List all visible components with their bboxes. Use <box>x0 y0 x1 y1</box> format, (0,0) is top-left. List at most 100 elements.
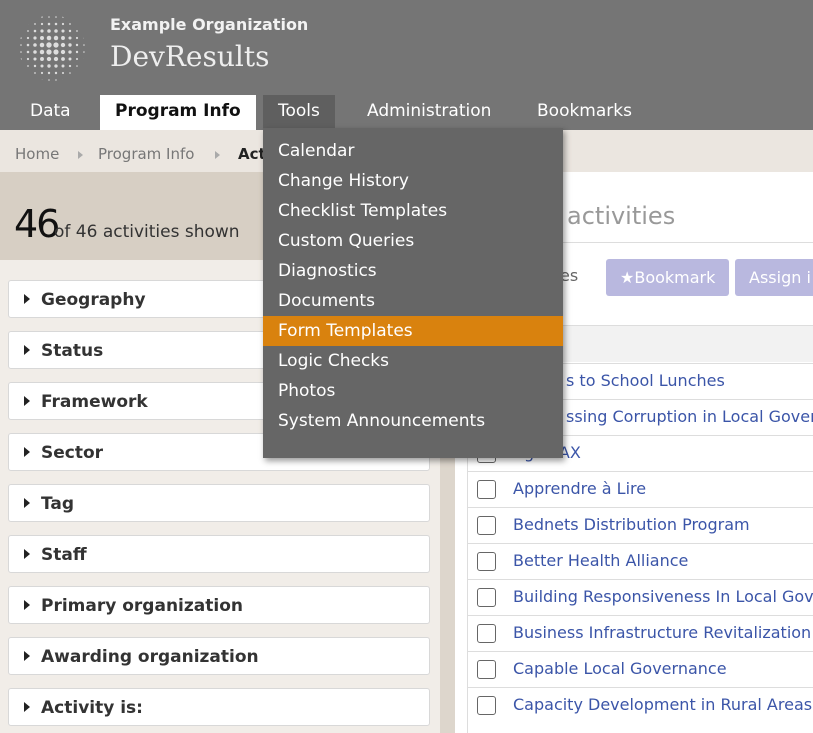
logo-dot <box>61 36 65 40</box>
logo-dot <box>53 35 59 41</box>
logo-dot <box>26 43 30 47</box>
logo-dot <box>48 16 50 18</box>
count-text: of 46 activities shown <box>54 222 240 242</box>
filter[interactable]: Activity is: <box>8 688 430 726</box>
checkbox[interactable] <box>477 480 496 499</box>
activity-link[interactable]: Capable Local Governance <box>513 659 727 678</box>
menu-item[interactable]: System Announcements <box>278 411 486 431</box>
logo-dot <box>83 30 85 32</box>
activity-link[interactable]: Bednets Distribution Program <box>513 515 750 534</box>
app-name: DevResults <box>110 40 270 73</box>
logo-dot <box>55 79 57 81</box>
menu-item[interactable]: Custom Queries <box>278 231 415 251</box>
logo-dot <box>20 72 22 74</box>
logo-dot <box>75 50 79 54</box>
logo-dot <box>40 71 44 75</box>
logo-dot <box>68 43 72 47</box>
logo-dot <box>68 50 72 54</box>
checkbox[interactable] <box>477 696 496 715</box>
fragment: es <box>560 266 579 285</box>
nav-item[interactable]: Bookmarks <box>537 101 632 121</box>
logo-dot <box>83 23 85 25</box>
menu-item[interactable]: Diagnostics <box>278 261 377 281</box>
breadcrumb-item[interactable]: Program Info <box>98 145 195 163</box>
logo-dot <box>26 36 30 40</box>
logo <box>20 16 85 81</box>
table-row: Bednets Distribution Program <box>467 507 813 543</box>
activity-link[interactable]: Capacity Development in Rural Areas <box>513 695 813 714</box>
logo-dot <box>61 57 65 61</box>
table-row: Capacity Development in Rural Areas <box>467 687 813 723</box>
logo-dot <box>62 79 64 81</box>
checkbox[interactable] <box>477 624 496 643</box>
count: 46 <box>14 202 60 246</box>
logo-dot <box>46 35 52 41</box>
logo-dot <box>69 23 71 25</box>
logo-dot <box>68 64 72 68</box>
logo-dot <box>27 30 29 32</box>
logo-dot <box>20 51 22 53</box>
logo-dot <box>33 36 37 40</box>
logo-dot <box>75 43 79 47</box>
logo-dot <box>20 65 22 67</box>
logo-dot <box>83 37 85 39</box>
filter[interactable]: Tag <box>8 484 430 522</box>
menu-item[interactable]: Logic Checks <box>278 351 389 371</box>
logo-dot <box>27 72 29 74</box>
checkbox[interactable] <box>477 552 496 571</box>
logo-dot <box>40 64 44 68</box>
checkbox[interactable] <box>477 660 496 679</box>
filter[interactable]: Staff <box>8 535 430 573</box>
logo-dot <box>83 65 85 67</box>
checkbox[interactable] <box>477 516 496 535</box>
logo-dot <box>75 36 79 40</box>
breadcrumb-item[interactable]: Home <box>15 145 60 163</box>
bookmark-button[interactable]: ★Bookmark <box>606 259 730 296</box>
nav-item[interactable]: Data <box>30 101 71 121</box>
filter[interactable]: Primary organization <box>8 586 430 624</box>
menu-item[interactable]: Calendar <box>278 141 355 161</box>
table-row: Business Infrastructure Revitalization P <box>467 615 813 651</box>
activity-link[interactable]: Better Health Alliance <box>513 551 689 570</box>
logo-dot <box>20 44 22 46</box>
logo-dot <box>27 16 29 18</box>
nav-item[interactable]: Tools <box>263 95 335 128</box>
logo-dot <box>41 79 43 81</box>
activity-link[interactable]: Business Infrastructure Revitalization P <box>513 623 813 642</box>
menu-item[interactable]: Form Templates <box>263 316 563 346</box>
activity-link[interactable]: Apprendre à Lire <box>513 479 647 498</box>
nav-item[interactable]: Administration <box>367 101 492 121</box>
logo-dot <box>61 29 65 33</box>
logo-dot <box>41 16 43 18</box>
logo-dot <box>76 23 78 25</box>
logo-dot <box>69 16 71 18</box>
menu-item[interactable]: Change History <box>278 171 409 191</box>
logo-dot <box>68 57 72 61</box>
logo-dot <box>69 79 71 81</box>
menu-item[interactable]: Documents <box>278 291 375 311</box>
logo-dot <box>34 23 36 25</box>
breadcrumb-item: Act <box>238 145 266 163</box>
logo-dot <box>34 79 36 81</box>
logo-dot <box>33 29 37 33</box>
nav-item[interactable]: Program Info <box>100 95 256 130</box>
checkbox[interactable] <box>477 588 496 607</box>
logo-dot <box>20 37 22 39</box>
logo-dot <box>54 22 58 26</box>
assign-button[interactable]: Assign i <box>735 259 813 296</box>
logo-dot <box>83 58 85 60</box>
menu-item[interactable]: Checklist Templates <box>278 201 448 221</box>
logo-dot <box>20 79 22 81</box>
menu-item[interactable]: Photos <box>278 381 336 401</box>
activity-link[interactable]: s to School Lunches <box>566 371 725 390</box>
logo-dot <box>20 23 22 25</box>
activity-link[interactable]: Building Responsiveness In Local Gover <box>513 587 813 606</box>
activity-link[interactable]: ssing Corruption in Local Govern <box>566 407 813 426</box>
logo-dot <box>40 29 44 33</box>
logo-dot <box>27 79 29 81</box>
logo-dot <box>27 65 29 67</box>
logo-dot <box>83 16 85 18</box>
filter[interactable]: Awarding organization <box>8 637 430 675</box>
logo-dot <box>46 49 52 55</box>
